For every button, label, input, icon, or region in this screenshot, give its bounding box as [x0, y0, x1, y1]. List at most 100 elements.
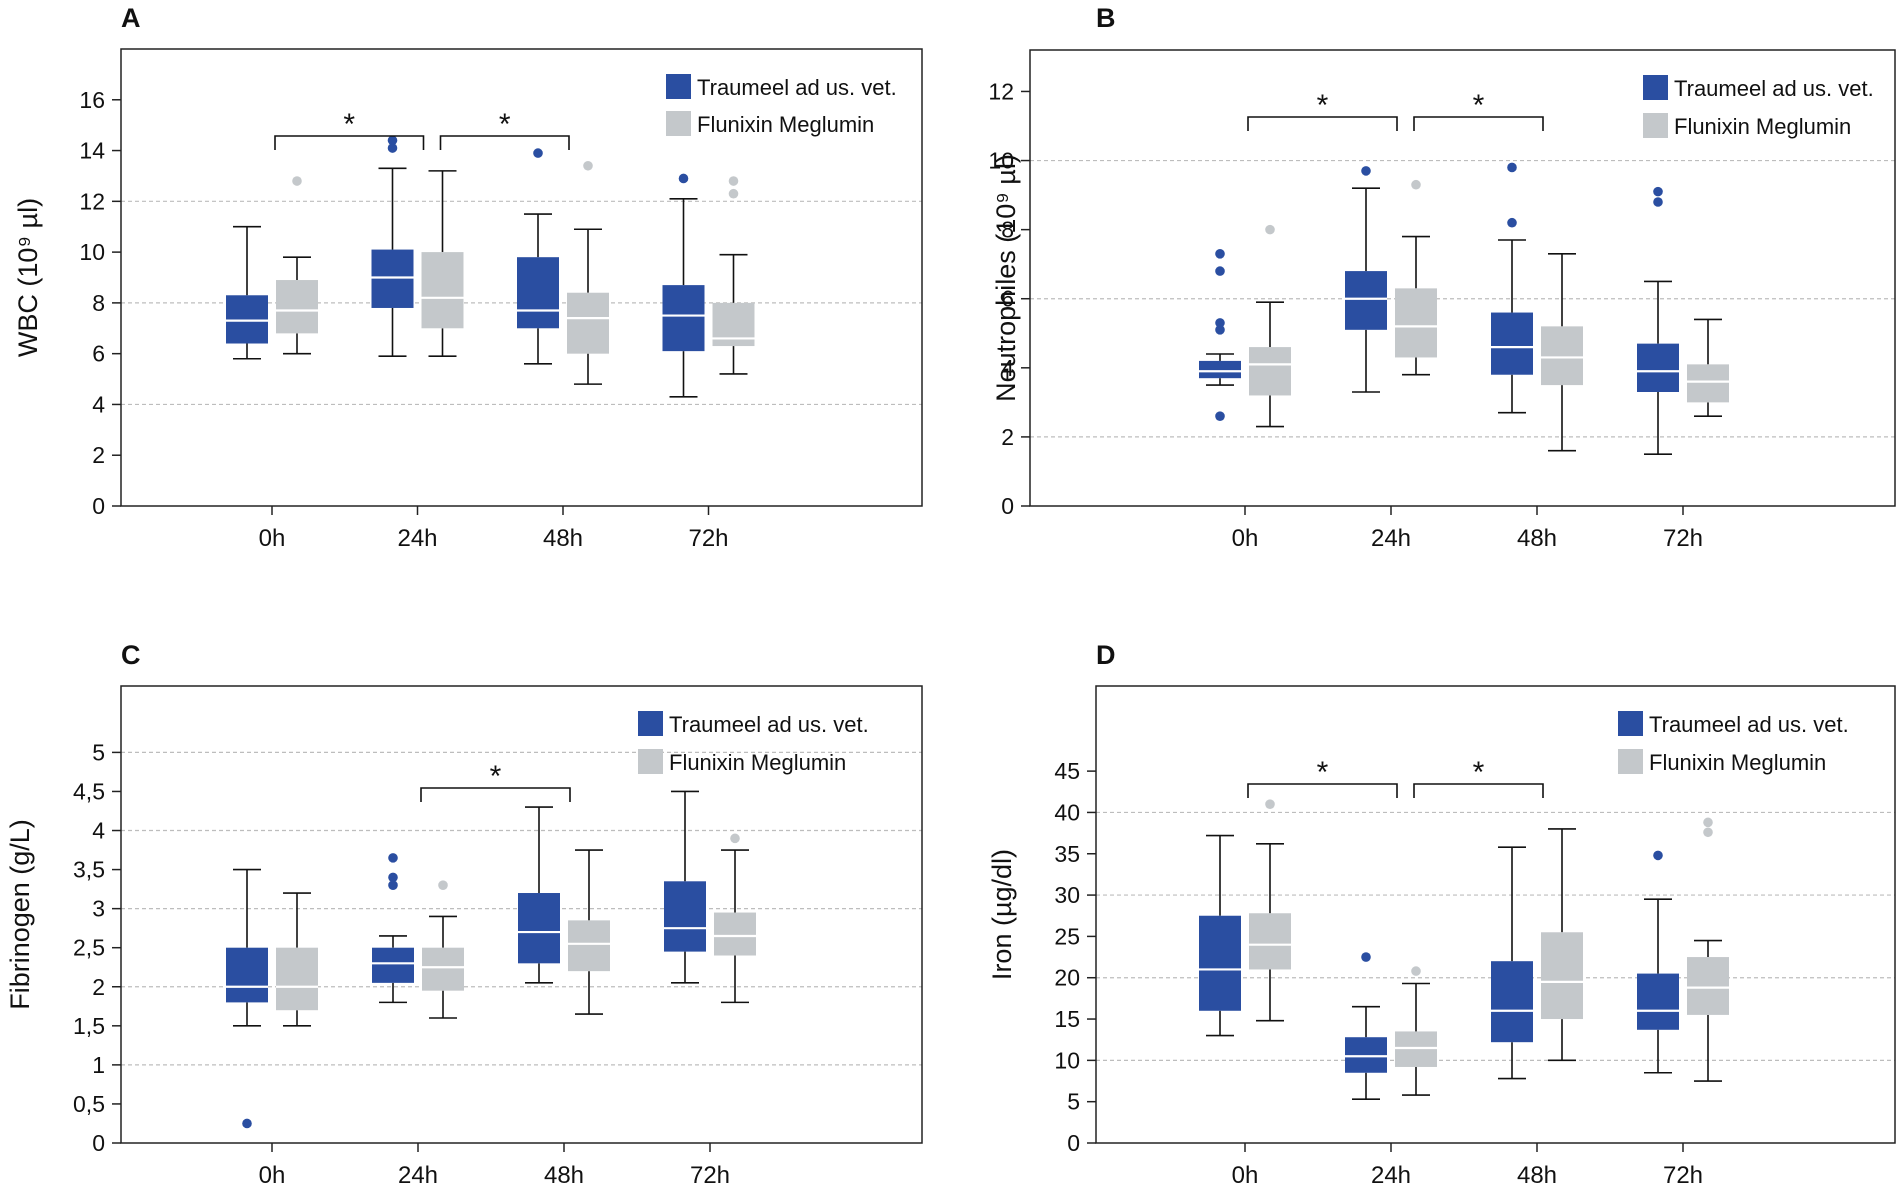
plot-frame [1095, 685, 1896, 1144]
box-iqr [1395, 288, 1437, 358]
box-iqr [1541, 326, 1583, 386]
significance-bracket: * [1413, 89, 1544, 131]
x-tick-label: 48h [543, 525, 583, 552]
box-traumeel-24h [1345, 952, 1387, 1101]
x-tick-label: 48h [1517, 1162, 1557, 1189]
outlier-point [1507, 162, 1517, 173]
legend-swatch [638, 711, 663, 736]
outlier-point [387, 135, 398, 146]
significance-bracket: * [1247, 89, 1398, 131]
x-tick-label: 0h [259, 525, 286, 552]
legend-label: Traumeel ad us. vet. [669, 712, 869, 737]
box-traumeel-0h [1199, 249, 1241, 421]
significance-bracket: * [439, 108, 570, 150]
outlier-point [388, 853, 398, 863]
bracket-line [439, 135, 570, 150]
y-tick-label: 6 [92, 341, 105, 367]
y-tick-label: 30 [1054, 882, 1080, 908]
box-traumeel-24h [372, 853, 414, 1004]
y-tick-label: 2 [92, 974, 105, 1000]
x-tick-label: 24h [398, 1162, 438, 1189]
y-tick-label: 0 [92, 493, 105, 519]
y-tick-label: 2,5 [73, 935, 105, 961]
legend-swatch [1618, 749, 1643, 774]
y-tick-label: 0 [1067, 1130, 1080, 1156]
box-iqr [371, 249, 414, 308]
outlier-point [242, 1118, 252, 1129]
legend-label: Flunixin Meglumin [669, 750, 846, 775]
legend: Traumeel ad us. vet. Flunixin Meglumin [1618, 711, 1849, 775]
outlier-point [1215, 325, 1225, 335]
significance-star: * [1473, 89, 1485, 122]
box-iqr [372, 947, 414, 983]
panel-c: C 0 0,5 1 1,5 2 2,5 3 3,5 4 4,5 5 Fibrinogen (g/L) 0h… [5, 640, 923, 1189]
box-traumeel-24h [371, 135, 414, 358]
box-iqr [714, 912, 756, 956]
legend-swatch [638, 749, 663, 774]
box-iqr [517, 257, 559, 329]
box-traumeel-24h [1345, 166, 1387, 393]
outlier-point [1653, 186, 1663, 197]
y-tick-label: 0 [92, 1130, 105, 1156]
y-tick-label: 3 [92, 896, 105, 922]
box-traumeel-0h [1199, 834, 1241, 1037]
box-iqr [1541, 932, 1583, 1020]
x-tick-label: 72h [1663, 525, 1703, 552]
box-iqr [1199, 915, 1241, 1011]
outlier-point [1265, 799, 1275, 809]
box-iqr [664, 881, 706, 952]
y-tick-label: 40 [1054, 799, 1080, 825]
box-iqr [568, 920, 610, 972]
box-iqr [422, 947, 464, 991]
x-tick-label: 72h [688, 525, 728, 552]
y-axis-label: WBC (10⁹ µl) [13, 198, 43, 357]
legend-label: Traumeel ad us. vet. [697, 75, 897, 100]
y-tick-label: 35 [1054, 841, 1080, 867]
box-iqr [421, 252, 464, 329]
outlier-point [1361, 166, 1371, 176]
outlier-point [387, 143, 398, 153]
y-tick-label: 8 [92, 290, 105, 316]
box-iqr [1637, 973, 1679, 1030]
panel-b: B 0 2 4 6 8 10 12 Neutrophiles (10⁹ µl) 0h 24h 48h 7… [988, 3, 1896, 552]
outlier-point [1215, 411, 1225, 421]
outlier-point [1361, 952, 1371, 962]
box-traumeel-48h [517, 148, 559, 365]
box-flunixin-24h [1395, 179, 1437, 376]
y-tick-label: 5 [1067, 1089, 1080, 1115]
y-tick-label: 45 [1054, 758, 1080, 784]
y-tick-label: 8 [1001, 217, 1014, 243]
outlier-point [1215, 266, 1225, 276]
legend-label: Traumeel ad us. vet. [1674, 76, 1874, 101]
y-axis-label: Fibrinogen (g/L) [5, 819, 35, 1010]
panel-a: A 0 2 4 6 8 10 12 14 16 WBC (10⁹ µl) 0h 24h 48h 72h * * T… [13, 3, 923, 552]
box-iqr [567, 292, 609, 354]
y-tick-label: 3,5 [73, 857, 105, 883]
x-tick-label: 24h [397, 525, 437, 552]
outlier-point [438, 880, 448, 891]
outlier-point [1507, 217, 1517, 228]
significance-star: * [1473, 756, 1485, 789]
outlier-point [1265, 224, 1275, 235]
box-traumeel-48h [518, 806, 560, 984]
box-flunixin-48h [568, 849, 610, 1015]
box-iqr [712, 302, 755, 347]
y-tick-label: 4 [1001, 355, 1014, 381]
x-tick-label: 48h [1517, 525, 1557, 552]
box-flunixin-24h [1395, 966, 1437, 1096]
x-tick-label: 72h [690, 1162, 730, 1189]
box-iqr [1491, 961, 1533, 1043]
outlier-point [1653, 850, 1663, 861]
outlier-point [388, 872, 398, 883]
x-tick-label: 48h [544, 1162, 584, 1189]
outlier-point [1411, 179, 1421, 190]
x-tick-label: 0h [1232, 525, 1259, 552]
box-traumeel-72h [662, 173, 705, 398]
x-tick-label: 24h [1371, 525, 1411, 552]
y-tick-label: 0 [1001, 493, 1014, 519]
legend-label: Flunixin Meglumin [1649, 750, 1826, 775]
panel-d: D 0 5 10 15 20 25 30 35 40 45 Iron (µg/dl) 0h 24h 48h 7… [987, 640, 1896, 1189]
box-iqr [1687, 364, 1729, 403]
box-iqr [1249, 913, 1291, 970]
bracket-line [1247, 116, 1398, 131]
